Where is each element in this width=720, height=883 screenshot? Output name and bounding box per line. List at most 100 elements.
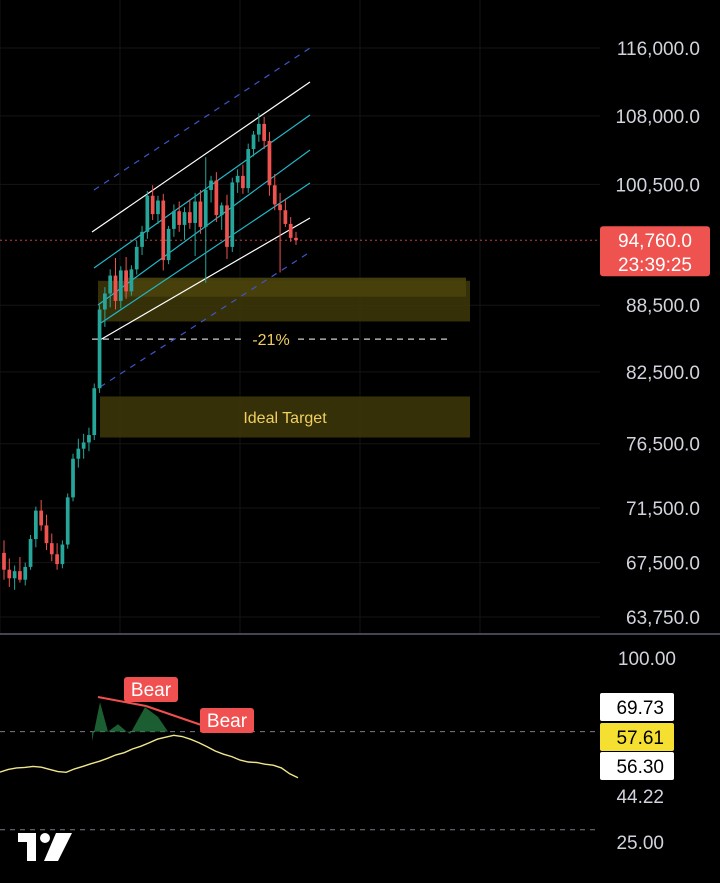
candle-body	[60, 544, 65, 565]
candle-body	[256, 123, 261, 135]
bear-label: Bear	[207, 711, 248, 732]
candle-body	[2, 552, 6, 570]
candle-body	[97, 309, 102, 389]
candle-body	[49, 543, 54, 555]
price-tick-label: 82,500.0	[626, 363, 700, 384]
rsi-value-tag	[600, 693, 674, 721]
tradingview-logo[interactable]	[18, 833, 72, 861]
target-zone-label: Ideal Target	[243, 410, 327, 427]
logo-dot	[40, 833, 50, 843]
candle-body	[39, 510, 44, 526]
candle-body	[198, 201, 203, 227]
candle-body	[134, 246, 139, 270]
bear-label-box	[124, 677, 178, 702]
candle-body	[272, 185, 277, 205]
candle-body	[156, 200, 160, 215]
candle-body	[113, 275, 118, 301]
candle-body	[235, 175, 240, 183]
price-tick-label: 71,500.0	[626, 499, 700, 520]
candle-body	[166, 228, 171, 261]
rsi-value-plain: 44.22	[616, 787, 664, 808]
candle-body	[214, 180, 219, 216]
candle-body	[18, 571, 22, 580]
channel-line-lower-outer	[99, 251, 311, 388]
rsi-value-text: 69.73	[616, 698, 664, 719]
rsi-tick-label: 100.00	[618, 649, 676, 670]
candle-body	[288, 223, 293, 238]
logo-mark	[18, 833, 36, 861]
candle-body	[278, 204, 282, 211]
candle-body	[44, 525, 49, 544]
candle-body	[12, 571, 17, 579]
price-tick-label: 116,000.0	[617, 39, 700, 60]
rsi-value-text: 57.61	[616, 728, 664, 749]
candle-body	[124, 270, 128, 292]
candle-body	[145, 195, 150, 232]
bear-label: Bear	[131, 680, 172, 701]
candle-body	[33, 510, 38, 540]
channel-line-upper	[91, 81, 311, 233]
candle-body	[294, 237, 298, 241]
price-tick-label: 100,500.0	[615, 175, 700, 196]
price-axis: 116,000.0 108,000.0 100,500.0 88,500.0 82,50…	[600, 39, 710, 629]
channel-line-lower	[99, 217, 311, 341]
candle-body	[241, 175, 245, 189]
candle-body	[172, 211, 176, 229]
candle-body	[81, 442, 86, 449]
candle-body	[71, 458, 75, 498]
candle-body	[76, 448, 81, 459]
price-tick-label: 76,500.0	[626, 435, 700, 456]
rsi-line	[0, 734, 299, 779]
countdown-timer: 23:39:25	[618, 255, 692, 276]
candle-body	[225, 205, 229, 247]
candle-body	[283, 210, 288, 224]
candle-body	[193, 201, 197, 223]
candle-body	[7, 569, 12, 579]
regression-channel	[91, 47, 311, 388]
rsi-value-tag	[600, 723, 674, 751]
candle-body	[55, 554, 59, 565]
price-tick-label: 63,750.0	[626, 608, 700, 629]
rsi-pane: Bear Bear	[0, 677, 600, 831]
candle-body	[177, 211, 182, 225]
candle-body	[28, 539, 33, 567]
candle-body	[230, 182, 235, 247]
price-tick-label: 88,500.0	[626, 296, 700, 317]
candle-body	[118, 270, 123, 301]
current-price-tag	[600, 226, 710, 277]
supply-zone-inner	[124, 277, 466, 297]
candle-body	[129, 269, 134, 292]
target-zone	[100, 396, 470, 438]
drawdown-label: -21%	[252, 332, 289, 349]
candle-body	[219, 205, 224, 216]
price-tick-label: 67,500.0	[626, 554, 700, 575]
rsi-value-text: 56.30	[616, 757, 664, 778]
current-price-value: 94,760.0	[618, 231, 692, 252]
candle-body	[182, 212, 187, 225]
candle-body	[92, 388, 97, 436]
bear-divergence-line-1	[97, 696, 147, 707]
rsi-tick-label: 25.00	[616, 833, 664, 854]
rsi-value-tag	[600, 752, 674, 780]
candle-body	[65, 497, 70, 545]
channel-line-middle	[93, 114, 311, 269]
candle-body	[140, 231, 144, 247]
rsi-overbought-fill	[92, 702, 168, 742]
candle-body	[161, 200, 166, 261]
candle-body	[150, 195, 155, 215]
candle-body	[246, 149, 251, 189]
logo-slash	[44, 833, 72, 861]
candle-body	[103, 293, 107, 310]
candle-body	[262, 123, 267, 141]
bear-label-box	[200, 708, 254, 733]
bear-divergence-line-2	[145, 705, 211, 729]
candle-body	[209, 180, 213, 191]
candle-body	[267, 140, 272, 186]
candle-body	[87, 435, 91, 443]
price-zones: Ideal Target -21%	[0, 239, 600, 438]
candlestick-series	[2, 113, 298, 590]
candle-body	[23, 566, 28, 580]
candle-body	[187, 212, 192, 223]
price-tick-label: 108,000.0	[615, 107, 700, 128]
